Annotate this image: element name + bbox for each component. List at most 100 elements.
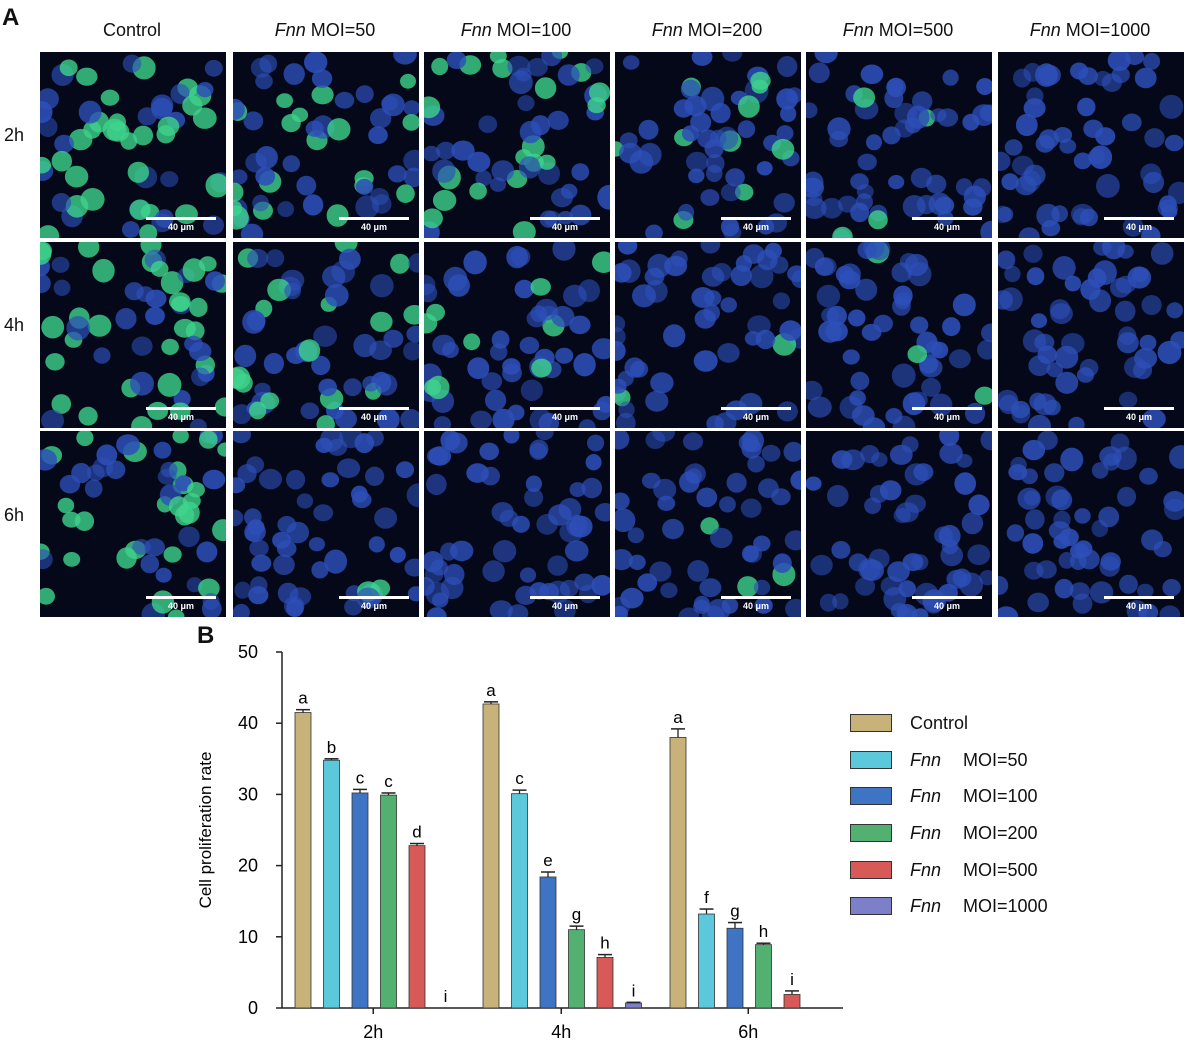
legend-swatch — [850, 714, 892, 732]
scale-bar: 40 μm — [339, 407, 409, 422]
x-tick-label: 2h — [363, 1022, 383, 1042]
legend-label: Fnn MOI=200 — [910, 823, 1038, 844]
row-label: 2h — [4, 125, 25, 145]
legend-label-prefix: Fnn — [910, 822, 942, 843]
column-header: Fnn MOI=500 — [804, 20, 992, 41]
scale-bar: 40 μm — [721, 217, 791, 232]
microscopy-image: 40 μm — [998, 431, 1184, 617]
scale-bar-label: 40 μm — [551, 222, 579, 232]
bar — [596, 957, 614, 1009]
bar — [726, 927, 744, 1009]
scale-bar-label: 40 μm — [933, 412, 961, 422]
microscopy-image: 40 μm — [424, 52, 610, 238]
scale-bar: 40 μm — [339, 596, 409, 611]
legend-item: Fnn MOI=200 — [850, 823, 1038, 843]
scale-bar: 40 μm — [146, 217, 216, 232]
scale-bar-label: 40 μm — [167, 601, 195, 611]
column-header-label: MOI=50 — [305, 20, 376, 40]
microscopy-image: 40 μm — [40, 431, 226, 617]
scale-bar-label: 40 μm — [1125, 222, 1153, 232]
scale-bar-label: 40 μm — [360, 222, 388, 232]
column-header-prefix: Fnn — [274, 20, 306, 40]
significance-letter: a — [673, 708, 683, 727]
significance-letter: a — [298, 689, 308, 708]
microscopy-image: 40 μm — [998, 52, 1184, 238]
bar — [323, 759, 340, 1009]
legend-swatch — [850, 787, 892, 805]
significance-letter: a — [486, 681, 496, 700]
significance-letter: e — [543, 851, 552, 870]
bar — [625, 1002, 642, 1009]
legend-swatch — [850, 861, 892, 879]
significance-letter: h — [600, 934, 609, 953]
scale-bar-label: 40 μm — [167, 222, 195, 232]
scale-bar-label: 40 μm — [360, 601, 388, 611]
bar — [351, 792, 369, 1009]
scale-bar: 40 μm — [530, 217, 600, 232]
legend-label-name: MOI=200 — [963, 822, 1038, 843]
column-header-label: Control — [102, 20, 162, 40]
bar — [669, 737, 687, 1009]
column-header-prefix: Fnn — [651, 20, 683, 40]
bar — [698, 913, 715, 1009]
significance-letter: i — [444, 987, 448, 1006]
row-label: 4h — [4, 315, 25, 335]
column-header-prefix: Fnn — [842, 20, 874, 40]
microscopy-image: 40 μm — [615, 242, 801, 428]
y-tick-label: 0 — [248, 998, 258, 1018]
scale-bar-label: 40 μm — [1125, 601, 1153, 611]
scale-bar: 40 μm — [721, 407, 791, 422]
legend-item: Fnn MOI=500 — [850, 860, 1038, 880]
scale-bar: 40 μm — [530, 407, 600, 422]
legend-label: Fnn MOI=50 — [910, 750, 1028, 771]
significance-letter: i — [632, 981, 636, 1000]
microscopy-image: 40 μm — [233, 431, 419, 617]
scale-bar-label: 40 μm — [933, 601, 961, 611]
column-header: Control — [38, 20, 226, 41]
panel-b-letter: B — [197, 622, 215, 649]
column-header-label: MOI=100 — [491, 20, 572, 40]
significance-letter: f — [704, 888, 709, 907]
row-label: 6h — [4, 505, 25, 525]
legend-swatch — [850, 751, 892, 769]
microscopy-image: 40 μm — [233, 52, 419, 238]
y-tick-label: 20 — [238, 856, 258, 876]
bar — [408, 845, 426, 1009]
y-tick-label: 40 — [238, 713, 258, 733]
scale-bar-label: 40 μm — [167, 412, 195, 422]
scale-bar-label: 40 μm — [742, 222, 770, 232]
legend-label-prefix: Fnn — [910, 749, 942, 770]
legend-label-prefix: Fnn — [910, 859, 942, 880]
scale-bar: 40 μm — [339, 217, 409, 232]
bar — [380, 794, 397, 1009]
legend-label-name: MOI=1000 — [963, 895, 1048, 916]
scale-bar-label: 40 μm — [933, 222, 961, 232]
scale-bar: 40 μm — [1104, 596, 1174, 611]
bar — [755, 944, 772, 1009]
column-header-label: MOI=200 — [682, 20, 763, 40]
column-header-label: MOI=1000 — [1060, 20, 1151, 40]
column-header: Fnn MOI=100 — [422, 20, 610, 41]
microscopy-image: 40 μm — [806, 242, 992, 428]
bar — [482, 703, 500, 1009]
bar — [568, 929, 585, 1009]
legend-item: Fnn MOI=100 — [850, 786, 1038, 806]
bar — [511, 793, 528, 1009]
scale-bar-label: 40 μm — [360, 412, 388, 422]
bar — [294, 712, 312, 1009]
scale-bar: 40 μm — [146, 407, 216, 422]
x-tick-label: 6h — [738, 1022, 758, 1042]
column-header: Fnn MOI=200 — [613, 20, 801, 41]
microscopy-image: 40 μm — [615, 431, 801, 617]
legend-label-name: MOI=100 — [963, 785, 1038, 806]
panel-a-letter: A — [2, 4, 20, 31]
significance-letter: d — [412, 823, 421, 842]
legend-label: Control — [910, 713, 968, 734]
scale-bar: 40 μm — [1104, 407, 1174, 422]
legend-item: Fnn MOI=1000 — [850, 896, 1048, 916]
legend-label: Fnn MOI=1000 — [910, 896, 1048, 917]
scale-bar-label: 40 μm — [551, 601, 579, 611]
microscopy-image: 40 μm — [615, 52, 801, 238]
legend-label-name: MOI=500 — [963, 859, 1038, 880]
